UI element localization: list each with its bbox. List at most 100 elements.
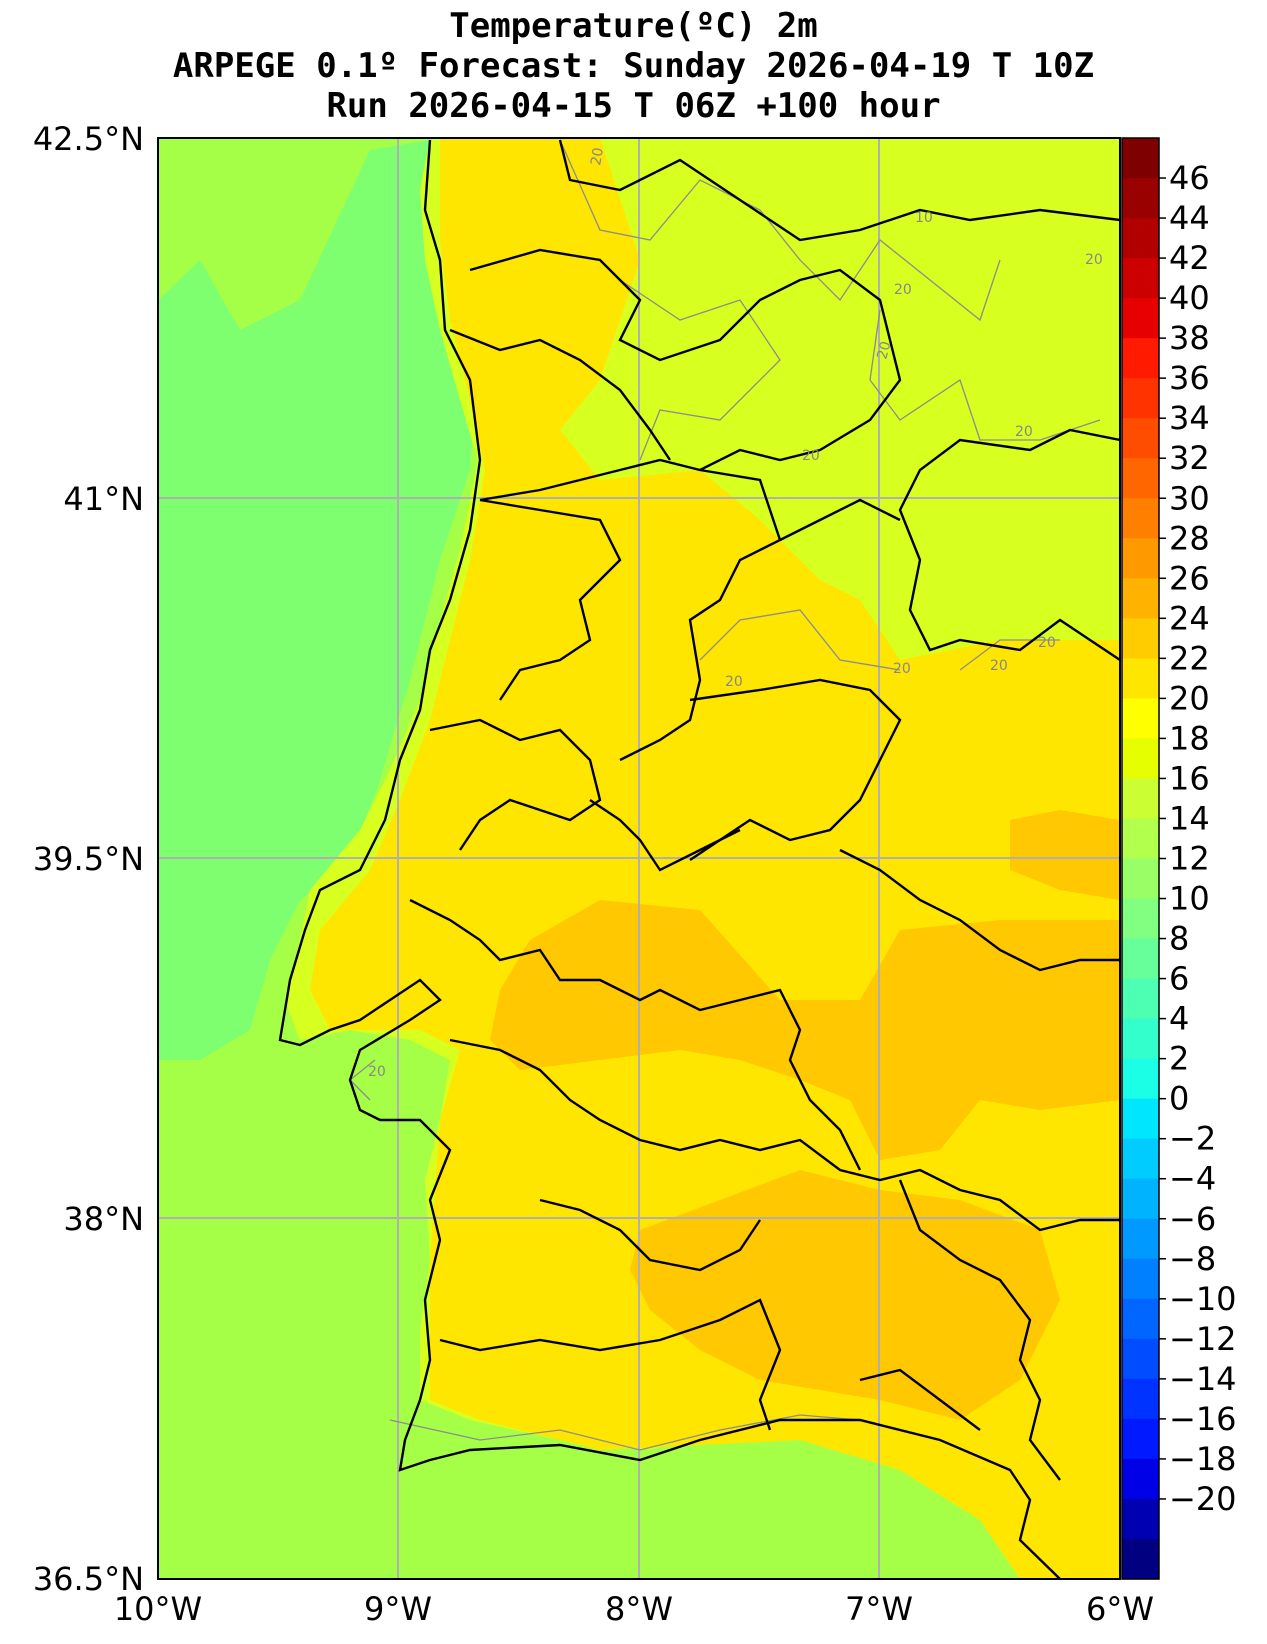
- contour-label: 10: [915, 210, 933, 226]
- colorbar-label: −4: [1169, 1160, 1216, 1198]
- isotherm-contours: [349, 139, 1101, 1451]
- colorbar-swatch: [1122, 1418, 1159, 1460]
- colorbar-label: −6: [1169, 1200, 1216, 1238]
- colorbar-label: 0: [1169, 1080, 1189, 1118]
- colorbar-swatch: [1122, 978, 1159, 1020]
- colorbar-label: −10: [1169, 1280, 1237, 1318]
- colorbar-label: −18: [1169, 1440, 1237, 1478]
- border-east: [898, 428, 1120, 661]
- y-tick-label: 39.5°N: [33, 840, 144, 878]
- region-boundaries: [278, 139, 1120, 1579]
- colorbar-swatch: [1122, 1178, 1159, 1220]
- contour-label: 20: [588, 146, 607, 166]
- colorbar-swatch: [1122, 618, 1159, 659]
- colorbar-swatch: [1122, 1018, 1159, 1060]
- colorbar-swatch: [1122, 258, 1159, 299]
- colorbar-label: 16: [1169, 759, 1210, 797]
- contour-label: 20: [1085, 252, 1103, 268]
- title-line-3: Run 2026-04-15 T 06Z +100 hour: [326, 86, 941, 126]
- y-tick-label: 42.5°N: [33, 120, 144, 158]
- colorbar-swatch: [1122, 858, 1159, 900]
- colorbar-label: 30: [1169, 479, 1210, 517]
- colorbar-swatch: [1122, 738, 1159, 780]
- colorbar-swatch: [1122, 178, 1159, 219]
- contour-label: 20: [893, 661, 911, 677]
- contour-label: 20: [1038, 635, 1056, 651]
- colorbar-swatch: [1122, 1378, 1159, 1420]
- y-axis: 42.5°N 41°N 39.5°N 38°N 36.5°N: [33, 120, 144, 1598]
- colorbar-label: 18: [1169, 719, 1210, 757]
- colorbar-swatch: [1122, 458, 1159, 499]
- contour-label: 20: [874, 340, 894, 361]
- x-axis: 10°W 9°W 8°W 7°W 6°W: [114, 1590, 1154, 1628]
- colorbar-label: 38: [1169, 319, 1210, 357]
- colorbar-label: 36: [1169, 359, 1210, 397]
- colorbar-swatch: [1122, 538, 1159, 579]
- colorbar-label: 22: [1169, 639, 1210, 677]
- contour-label-group: 20 10 20 20 20 20 20 20 20 20 20 20: [368, 146, 1103, 1080]
- colorbar-label: 24: [1169, 599, 1210, 637]
- colorbar-swatch: [1122, 1098, 1159, 1140]
- colorbar-swatch: [1122, 778, 1159, 820]
- colorbar-label: 8: [1169, 920, 1189, 958]
- hot-area-east: [1010, 810, 1120, 900]
- colorbar-label: 2: [1169, 1040, 1189, 1078]
- colorbar-label: −16: [1169, 1400, 1237, 1438]
- x-tick-label: 9°W: [364, 1590, 432, 1628]
- contour-label: 20: [894, 282, 912, 298]
- contour-label: 20: [990, 658, 1008, 674]
- colorbar-label: 12: [1169, 840, 1210, 878]
- chart-title: Temperature(ºC) 2m ARPEGE 0.1º Forecast:…: [0, 6, 1267, 126]
- colorbar-swatch: [1122, 818, 1159, 860]
- colorbar-swatch: [1122, 1538, 1159, 1580]
- colorbar-swatch: [1122, 498, 1159, 539]
- colorbar-label: −2: [1169, 1120, 1216, 1158]
- colorbar-swatch: [1122, 1338, 1159, 1380]
- colorbar-swatch: [1122, 1498, 1159, 1540]
- contour-label: 20: [802, 448, 820, 464]
- colorbar-swatch: [1122, 1138, 1159, 1180]
- colorbar-label: −20: [1169, 1480, 1237, 1518]
- colorbar-label: 46: [1169, 159, 1210, 197]
- hot-area-south: [630, 1170, 1060, 1420]
- border-north: [558, 139, 1120, 242]
- contour-label: 20: [1015, 424, 1033, 440]
- colorbar-swatch: [1122, 1458, 1159, 1500]
- coastal-water-band: [158, 140, 480, 1060]
- colorbar-label: 42: [1169, 239, 1210, 277]
- colorbar-label: 6: [1169, 960, 1189, 998]
- colorbar-label: 34: [1169, 399, 1210, 437]
- colorbar-label: −8: [1169, 1240, 1216, 1278]
- colorbar-label: 4: [1169, 1000, 1189, 1038]
- colorbar-label: −12: [1169, 1320, 1237, 1358]
- x-tick-label: 6°W: [1086, 1590, 1154, 1628]
- colorbar-swatch: [1122, 1258, 1159, 1300]
- colorbar-label: 10: [1169, 880, 1210, 918]
- colorbar-swatch: [1122, 658, 1159, 699]
- colorbar-swatch: [1122, 418, 1159, 459]
- colorbar-swatch: [1122, 938, 1159, 980]
- x-tick-label: 7°W: [845, 1590, 913, 1628]
- colorbar-swatch: [1122, 578, 1159, 619]
- title-line-1: Temperature(ºC) 2m: [449, 6, 818, 46]
- colorbar-label: 20: [1169, 679, 1210, 717]
- colorbar-swatch: [1122, 1218, 1159, 1260]
- coastline: [278, 139, 1061, 1579]
- colorbar-label: 32: [1169, 439, 1210, 477]
- y-tick-label: 38°N: [63, 1200, 144, 1238]
- colorbar-swatch: [1122, 218, 1159, 259]
- colorbar-swatch: [1122, 698, 1159, 740]
- colorbar-swatch: [1122, 378, 1159, 419]
- contour-label: 20: [368, 1064, 386, 1080]
- colorbar-label: −14: [1169, 1360, 1237, 1398]
- title-line-2: ARPEGE 0.1º Forecast: Sunday 2026-04-19 …: [172, 46, 1095, 86]
- colorbar: 4644424038363432302826242220181614121086…: [1121, 137, 1237, 1580]
- colorbar-swatch: [1122, 1298, 1159, 1340]
- colorbar-label: 40: [1169, 279, 1210, 317]
- plot-frame: [157, 137, 1121, 1580]
- colorbar-label: 44: [1169, 199, 1210, 237]
- colorbar-swatch: [1122, 298, 1159, 339]
- colorbar-swatch: [1122, 338, 1159, 379]
- y-tick-label: 36.5°N: [33, 1560, 144, 1598]
